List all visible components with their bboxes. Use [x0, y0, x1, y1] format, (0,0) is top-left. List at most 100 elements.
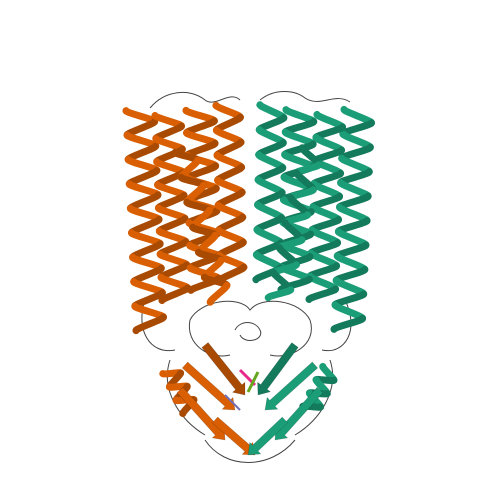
- helix-turn: [130, 278, 166, 297]
- helix-turn: [254, 164, 287, 184]
- helix-turn: [126, 204, 163, 223]
- helix-turn: [310, 169, 344, 188]
- helix-turn: [293, 161, 323, 177]
- helix-turn: [214, 201, 247, 221]
- helix-turn: [157, 261, 191, 281]
- helix-turn: [151, 111, 185, 130]
- helix-turn: [131, 302, 167, 321]
- helix-turn: [338, 154, 373, 176]
- helix-turn: [306, 272, 339, 293]
- helix-turn: [307, 249, 340, 270]
- helix-turn: [155, 204, 189, 223]
- loop-knot: [234, 322, 262, 341]
- helix-turn: [332, 266, 369, 284]
- loop-bottom-right: [294, 359, 334, 436]
- helix-turn: [313, 110, 346, 131]
- helix-turn: [214, 176, 246, 196]
- helix-turn: [182, 106, 218, 125]
- helix-turn: [307, 239, 341, 257]
- helix-turn: [333, 241, 370, 260]
- helix-turn: [130, 264, 165, 286]
- helix-turn: [155, 191, 188, 212]
- helix-turn: [336, 203, 371, 225]
- helix-turn: [156, 250, 191, 269]
- helix-turn: [254, 176, 286, 197]
- helix-turn: [124, 142, 160, 164]
- beta-sheets: [176, 342, 324, 456]
- helix-turn: [339, 130, 374, 151]
- helix-turn: [256, 101, 288, 122]
- helix-turn: [255, 139, 287, 159]
- helix-turn: [264, 286, 295, 302]
- alpha-helices: [122, 101, 375, 418]
- helix-turn: [339, 119, 375, 138]
- helix-turn: [215, 226, 247, 246]
- helix-turn: [255, 114, 288, 134]
- helix-turn: [125, 180, 162, 199]
- helix-turn: [253, 214, 285, 234]
- helix-turn: [215, 238, 247, 259]
- helix-turn: [214, 163, 245, 184]
- helix-turn: [123, 118, 159, 139]
- helix-turn: [177, 173, 207, 189]
- helix-turn: [132, 313, 167, 335]
- helix-turn: [334, 217, 371, 236]
- helix-turn: [287, 186, 317, 202]
- helix-turn: [183, 139, 219, 159]
- helix-turn: [282, 106, 318, 126]
- loop-top-right: [259, 91, 351, 103]
- helix-turn: [306, 262, 340, 280]
- helix-turn: [309, 203, 342, 224]
- loop-top-left: [149, 91, 241, 109]
- helix-turn: [331, 301, 367, 322]
- helix-turn: [183, 129, 219, 147]
- helix-turn: [183, 117, 218, 137]
- helix-turn: [213, 151, 245, 171]
- helix-turn: [255, 151, 287, 172]
- helix-turn: [310, 180, 343, 200]
- helix-turn: [129, 240, 164, 261]
- helix-turn: [124, 156, 161, 174]
- helix-turn: [331, 290, 368, 309]
- helix-turn: [277, 275, 313, 294]
- helix-turn: [336, 192, 372, 211]
- helix-right-1: [330, 105, 375, 333]
- helix-turn: [156, 238, 190, 258]
- helix-turn: [338, 143, 374, 162]
- helix-turn: [333, 252, 369, 274]
- helix-turn: [254, 189, 286, 209]
- helix-turn: [212, 101, 244, 121]
- strand-right-1: [264, 361, 319, 411]
- helix-right-5: [264, 144, 323, 302]
- helix-turn: [155, 215, 189, 235]
- helix-turn: [154, 181, 188, 199]
- helix-turn: [215, 213, 247, 234]
- helix-turn: [281, 128, 317, 148]
- helix-turn: [308, 226, 341, 247]
- helix-turn: [214, 188, 246, 209]
- helix-turn: [281, 118, 318, 136]
- helix-left-5: [171, 148, 231, 306]
- helix-turn: [254, 201, 285, 222]
- helix-turn: [332, 276, 368, 298]
- helix-turn: [308, 216, 342, 234]
- strand-left-3: [201, 342, 246, 396]
- helix-turn: [129, 253, 165, 272]
- helix-turn: [128, 229, 164, 248]
- helix-turn: [126, 191, 162, 212]
- helix-turn: [155, 227, 190, 246]
- helix-turn: [255, 126, 287, 147]
- strand-right-4: [247, 416, 289, 456]
- helix-turn: [337, 179, 372, 200]
- helix-turn: [131, 289, 166, 310]
- loop-center-left: [188, 319, 231, 357]
- loop-bottom: [204, 439, 296, 463]
- helix-turn: [157, 273, 192, 292]
- helix-turn: [340, 105, 375, 127]
- helix-turn: [253, 251, 284, 272]
- helix-left-4: [212, 101, 248, 284]
- loop-center-right: [269, 319, 312, 357]
- helix-turn: [330, 314, 367, 333]
- helix-left-2: [151, 111, 192, 304]
